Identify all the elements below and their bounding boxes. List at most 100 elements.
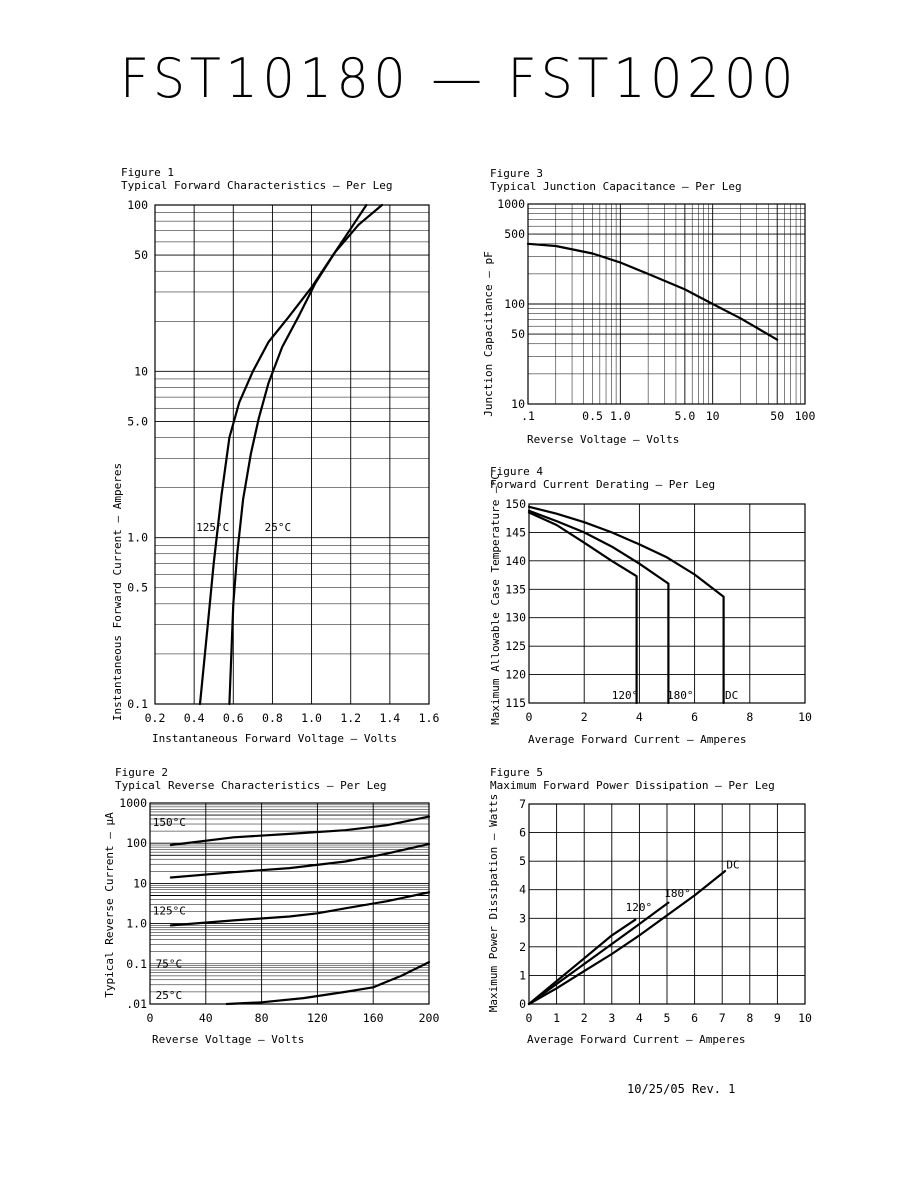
- x-tick-label: 100: [795, 409, 816, 423]
- series-label: 25°C: [265, 521, 292, 534]
- series-label: DC: [725, 689, 738, 702]
- y-tick-label: 100: [126, 836, 147, 850]
- plot-frame: [154, 204, 430, 705]
- x-tick-label: 8: [746, 1011, 753, 1025]
- x-tick-label: 0: [526, 710, 533, 724]
- fig4-chart: 0 2 4 6 8 10 115 120 125 130 135 140 145 150 Average F…: [489, 473, 812, 746]
- y-tick-label: 0.5: [127, 581, 148, 595]
- series-line-180: [527, 901, 670, 1006]
- x-tick-label: 80: [255, 1011, 269, 1025]
- y-axis-label: Typical Reverse Current — μA: [103, 812, 116, 998]
- x-tick-label: 3: [608, 1011, 615, 1025]
- y-tick-label: .01: [126, 997, 147, 1011]
- figure-caption: Maximum Forward Power Dissipation — Per …: [490, 779, 775, 792]
- x-tick-label: 120: [307, 1011, 328, 1025]
- x-tick-label: 7: [719, 1011, 726, 1025]
- y-axis-label: Junction Capacitance — pF: [482, 251, 495, 417]
- y-tick-label: 1000: [119, 796, 147, 810]
- y-tick-label: 7: [519, 797, 526, 811]
- series-line-dc: [527, 870, 727, 1006]
- y-axis-label: Maximum Allowable Case Temperature —°C: [489, 473, 502, 725]
- y-tick-label: 0: [519, 997, 526, 1011]
- figure-caption: Typical Forward Characteristics — Per Le…: [121, 179, 393, 192]
- x-tick-label: 1.6: [419, 711, 440, 725]
- figure-number: Figure 1: [121, 166, 174, 179]
- series-line-dc: [527, 505, 725, 705]
- y-tick-label: 6: [519, 826, 526, 840]
- figure-1-heading: Figure 1 Typical Forward Characteristics…: [121, 166, 393, 192]
- x-tick-label: 5.0: [674, 409, 695, 423]
- y-tick-label: 1.0: [127, 531, 148, 545]
- figure-5-heading: Figure 5 Maximum Forward Power Dissipati…: [490, 766, 775, 792]
- figure-caption: Typical Reverse Characteristics — Per Le…: [115, 779, 387, 792]
- series-line-125c: [169, 891, 431, 927]
- x-tick-label: 200: [419, 1011, 440, 1025]
- series-label: 25°C: [156, 989, 183, 1002]
- plot-frame: [528, 803, 806, 1005]
- series-label: 125°C: [153, 904, 186, 917]
- figure-2-heading: Figure 2 Typical Reverse Characteristics…: [115, 766, 387, 792]
- y-tick-label: 140: [505, 554, 526, 568]
- series-line-125c: [198, 203, 368, 706]
- fig1-chart: 0.2 0.4 0.6 0.8 1.0 1.2 1.4 1.6 0.1 0.5 1.0 5.0 10 50…: [111, 198, 439, 745]
- x-axis-label: Instantaneous Forward Voltage — Volts: [152, 732, 397, 745]
- y-tick-label: 0.1: [126, 957, 147, 971]
- figure-number: Figure 5: [490, 766, 543, 779]
- y-tick-label: 10: [133, 876, 147, 890]
- series-line-120: [527, 511, 638, 705]
- x-tick-label: 0.4: [184, 711, 205, 725]
- x-tick-label: 6: [691, 710, 698, 724]
- y-tick-label: 115: [505, 696, 526, 710]
- series-line-120: [527, 918, 637, 1006]
- y-axis-label: Instantaneous Forward Current — Amperes: [111, 463, 124, 721]
- y-tick-label: 3: [519, 911, 526, 925]
- plot-frame: [149, 802, 430, 1005]
- x-tick-label: 0.2: [145, 711, 166, 725]
- y-tick-label: 4: [519, 883, 526, 897]
- page-title: FST10180 — FST10200: [119, 47, 799, 110]
- series-label: 150°C: [153, 816, 186, 829]
- x-tick-label: 10: [706, 409, 720, 423]
- y-tick-label: 10: [511, 397, 525, 411]
- series-line-180: [527, 509, 670, 705]
- series-line-150c: [169, 815, 431, 847]
- x-tick-label: 8: [746, 710, 753, 724]
- x-tick-label: 0.6: [223, 711, 244, 725]
- figure-number: Figure 3: [490, 167, 543, 180]
- y-tick-label: 5: [519, 854, 526, 868]
- figure-3-heading: Figure 3 Typical Junction Capacitance — …: [490, 167, 742, 193]
- x-tick-label: 0: [526, 1011, 533, 1025]
- y-tick-label: 0.1: [127, 697, 148, 711]
- x-tick-label: 0.8: [262, 711, 283, 725]
- x-tick-label: 10: [798, 710, 812, 724]
- y-tick-label: 5.0: [127, 414, 148, 428]
- x-tick-label: 160: [363, 1011, 384, 1025]
- plot-frame: [528, 503, 806, 704]
- series-label: DC: [726, 858, 739, 871]
- y-tick-label: 130: [505, 611, 526, 625]
- series-label: 120°: [626, 901, 653, 914]
- x-tick-label: 1: [553, 1011, 560, 1025]
- x-tick-label: 40: [199, 1011, 213, 1025]
- series-label: 125°C: [196, 521, 229, 534]
- series-label: 180°: [667, 689, 694, 702]
- series-line: [169, 843, 431, 879]
- figure-number: Figure 2: [115, 766, 168, 779]
- plot-frame: [527, 203, 806, 405]
- y-tick-label: 145: [505, 525, 526, 539]
- x-tick-label: 4: [636, 1011, 643, 1025]
- x-tick-label: 1.0: [610, 409, 631, 423]
- x-tick-label: 10: [798, 1011, 812, 1025]
- y-tick-label: 50: [134, 248, 148, 262]
- x-tick-label: 9: [774, 1011, 781, 1025]
- x-tick-label: 5: [664, 1011, 671, 1025]
- x-tick-label: 50: [770, 409, 784, 423]
- x-axis-label: Average Forward Current — Amperes: [527, 1033, 746, 1046]
- fig5-chart: 0 1 2 3 4 5 6 7 8 9 10 0 1 2 3 4 5 6 7 Average Forward Curr…: [487, 794, 812, 1046]
- series-line-25c: [225, 961, 431, 1006]
- y-tick-label: 1.0: [126, 917, 147, 931]
- x-tick-label: 2: [581, 1011, 588, 1025]
- x-tick-label: 1.4: [379, 711, 400, 725]
- figure-number: Figure 4: [490, 465, 543, 478]
- series-label: 180°: [664, 887, 691, 900]
